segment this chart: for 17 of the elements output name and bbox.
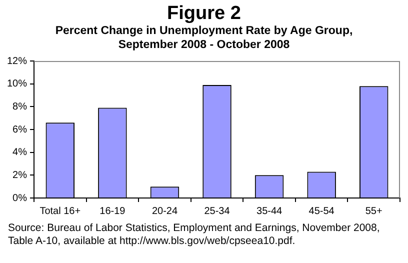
y-tick-label: 2%	[12, 170, 28, 181]
x-tick-label: 20-24	[152, 206, 178, 217]
chart-title: Figure 2	[166, 3, 242, 24]
x-tick-label: 45-54	[308, 206, 335, 217]
x-tick-label: 55+	[365, 206, 382, 217]
x-tick-label: Total 16+	[40, 206, 81, 217]
y-tick-label: 0%	[12, 192, 28, 204]
x-tick-label: 16-19	[100, 206, 126, 217]
chart-subtitle: Percent Change in Unemployment Rate by Age Group, September 2008 - October 2008	[54, 24, 354, 52]
y-tick-label: 6%	[12, 124, 28, 136]
y-tick-label: 4%	[12, 147, 28, 158]
x-tick-label: 35-44	[256, 206, 283, 217]
source-note: Source: Bureau of Labor Statistics, Employment and Earnings, November 2008, Table A-10, available at http://www.bls.gov/web/cpseea10.pdf.	[7, 222, 381, 248]
y-tick-label: 10%	[7, 78, 28, 90]
y-tick-label: 8%	[12, 101, 28, 112]
y-tick-label: 12%	[7, 56, 28, 67]
x-tick-label: 25-34	[204, 206, 230, 217]
